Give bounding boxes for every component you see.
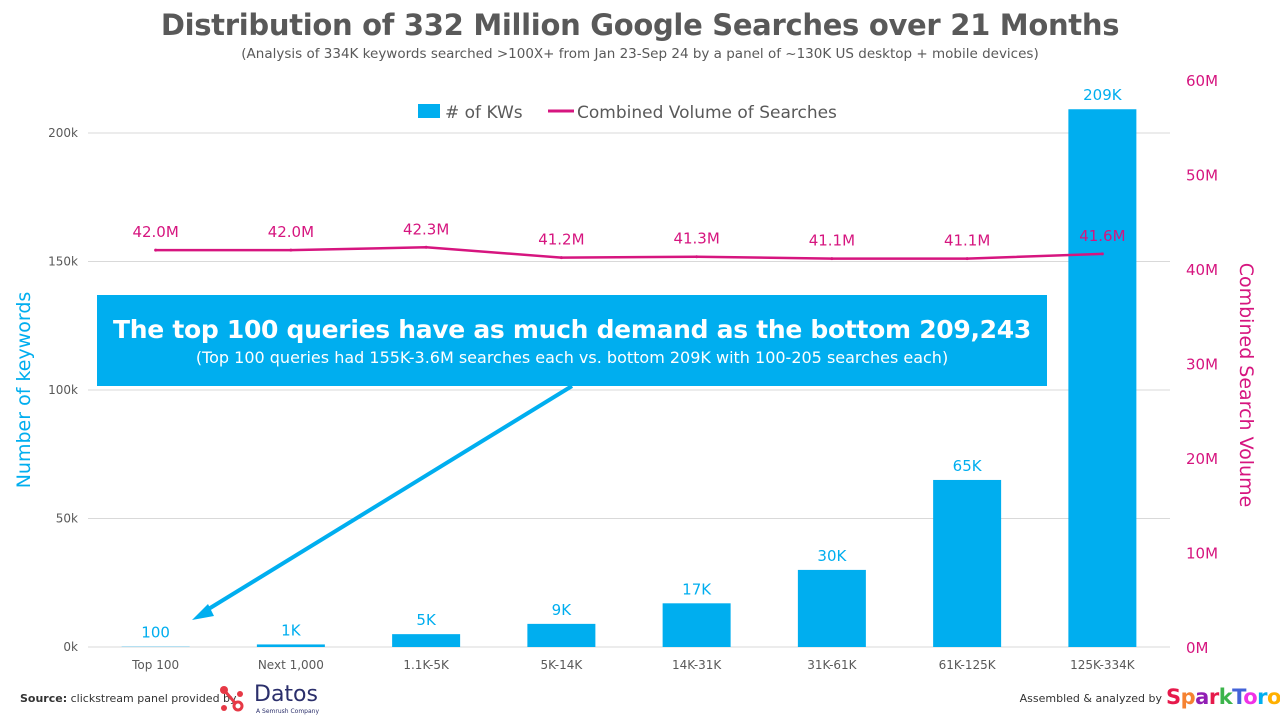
line-point	[1100, 252, 1104, 256]
line-series	[155, 246, 1103, 260]
x-tick-label: 125K-334K	[1070, 658, 1136, 672]
x-tick-label: 5K-14K	[541, 658, 584, 672]
bar	[797, 569, 866, 647]
annotation-callout: The top 100 queries have as much demand …	[97, 295, 1047, 386]
line-point	[424, 245, 428, 249]
y-left-tick-label: 150k	[48, 255, 78, 269]
line-data-label: 42.0M	[132, 223, 178, 241]
line-data-label: 41.3M	[673, 230, 719, 248]
y-right-tick-label: 0M	[1186, 639, 1209, 657]
y-right-tick-label: 40M	[1186, 261, 1218, 279]
datos-logo-text: Datos	[254, 682, 318, 707]
credit-text: Assembled & analyzed by	[1019, 692, 1162, 705]
annotation-detail: (Top 100 queries had 155K-3.6M searches …	[195, 348, 949, 367]
annotation-arrow	[200, 384, 574, 615]
y-right-tick-label: 20M	[1186, 450, 1218, 468]
line-point	[154, 248, 158, 252]
x-tick-label: Top 100	[131, 658, 179, 672]
sparktoro-logo: SparkToro	[1166, 685, 1280, 709]
y-left-tick-label: 100k	[48, 383, 78, 397]
y-left-tick-label: 50k	[56, 512, 78, 526]
bar-data-label: 5K	[416, 611, 437, 629]
line-data-label: 41.6M	[1079, 227, 1125, 245]
line-point	[695, 255, 699, 259]
line-point	[289, 248, 293, 252]
bar-data-label: 30K	[817, 547, 847, 565]
bar	[662, 603, 731, 647]
y-left-axis-title: Number of keywords	[13, 292, 35, 489]
bar	[933, 479, 1002, 647]
bar	[256, 644, 325, 647]
line-point	[965, 257, 969, 261]
bar	[527, 623, 596, 647]
bar-data-label: 17K	[682, 580, 712, 598]
bar-data-label: 100	[141, 624, 170, 642]
line-data-label: 41.1M	[944, 232, 990, 250]
y-right-tick-label: 30M	[1186, 356, 1218, 374]
y-left-tick-label: 0k	[63, 640, 78, 654]
y-right-axis-title: Combined Search Volume	[1235, 263, 1257, 508]
x-tick-label: Next 1,000	[258, 658, 324, 672]
line-data-label: 41.1M	[809, 232, 855, 250]
x-tick-label: 61K-125K	[939, 658, 997, 672]
bar	[1068, 109, 1137, 648]
x-tick-label: 14K-31K	[672, 658, 722, 672]
source-label: Source:	[20, 692, 68, 705]
legend-label-bars: # of KWs	[445, 103, 523, 123]
bar-data-label: 1K	[281, 621, 302, 639]
annotation-arrowhead	[192, 604, 214, 620]
bar	[392, 634, 461, 647]
legend-swatch-bars	[418, 104, 440, 118]
source-note: Source: clickstream panel provided by	[20, 692, 237, 705]
bar-data-label: 209K	[1083, 86, 1123, 104]
y-right-tick-label: 60M	[1186, 72, 1218, 90]
x-tick-label: 31K-61K	[807, 658, 857, 672]
line-point	[559, 256, 563, 260]
datos-tagline: A Semrush Company	[256, 708, 320, 715]
y-right-tick-label: 50M	[1186, 167, 1218, 185]
y-left-tick-label: 200k	[48, 126, 78, 140]
chart-subtitle: (Analysis of 334K keywords searched >100…	[241, 46, 1039, 62]
bar-data-label: 9K	[552, 601, 573, 619]
line-point	[830, 257, 834, 261]
datos-logo-icon	[220, 686, 244, 712]
x-tick-label: 1.1K-5K	[403, 658, 450, 672]
legend-label-line: Combined Volume of Searches	[577, 103, 837, 123]
line-data-label: 41.2M	[538, 231, 584, 249]
line-data-label: 42.3M	[403, 220, 449, 238]
y-right-tick-label: 10M	[1186, 545, 1218, 563]
bar-data-label: 65K	[953, 457, 983, 475]
annotation-headline: The top 100 queries have as much demand …	[113, 315, 1031, 344]
source-text: clickstream panel provided by	[67, 692, 237, 705]
line-data-label: 42.0M	[268, 223, 314, 241]
chart-title: Distribution of 332 Million Google Searc…	[160, 8, 1120, 42]
